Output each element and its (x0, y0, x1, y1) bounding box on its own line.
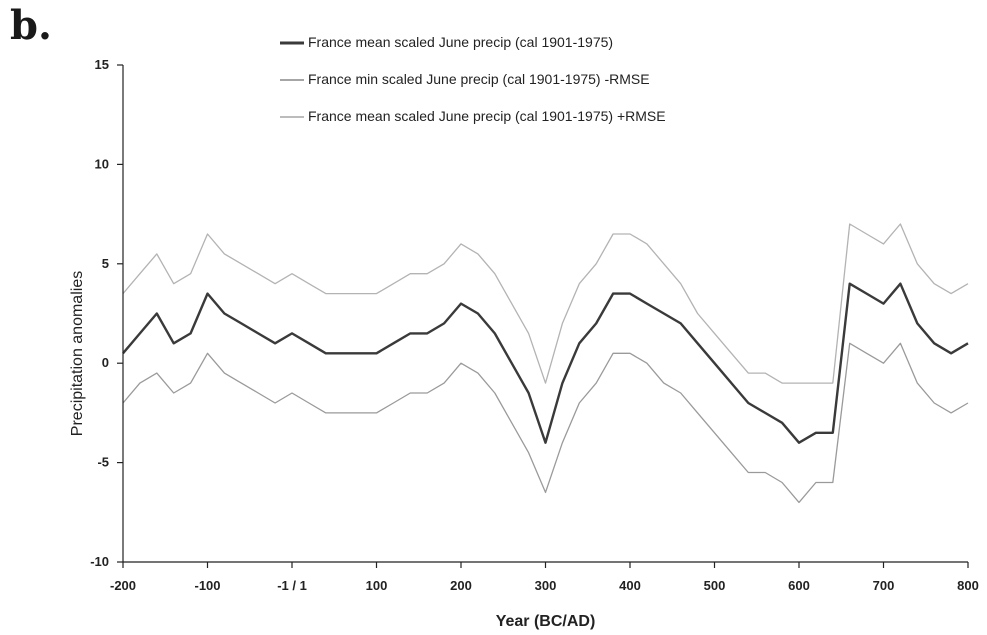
y-tick-label: -10 (90, 554, 109, 569)
x-tick-label: 800 (957, 578, 979, 593)
x-tick-label: -1 / 1 (277, 578, 307, 593)
y-tick-label: 5 (102, 256, 109, 271)
legend-label: France min scaled June precip (cal 1901-… (308, 71, 650, 87)
axes-layer: -10 -5 0 5 10 15 -200 -100 -1 / 1 100 200 300 400 500… (90, 57, 979, 593)
series-line-1 (122, 282, 969, 444)
series-line-3 (122, 223, 969, 384)
x-axis-title: Year (BC/AD) (496, 613, 596, 630)
x-tick-label: 400 (619, 578, 641, 593)
x-tick-label: 200 (450, 578, 472, 593)
y-axis-title: Precipitation anomalies (69, 271, 86, 436)
x-tick-label: -100 (194, 578, 220, 593)
x-tick-label: -200 (110, 578, 136, 593)
y-tick-label: 0 (102, 355, 109, 370)
y-tick-label: 15 (95, 57, 109, 72)
legend-label: France mean scaled June precip (cal 1901… (308, 34, 613, 50)
x-tick-label: 500 (704, 578, 726, 593)
chart-legend: France mean scaled June precip (cal 1901… (280, 34, 666, 124)
x-tick-label: 300 (535, 578, 557, 593)
y-tick-label: 10 (95, 156, 109, 171)
legend-label: France mean scaled June precip (cal 1901… (308, 108, 666, 124)
x-tick-label: 100 (366, 578, 388, 593)
y-tick-label: -5 (97, 455, 109, 470)
series-line-2 (122, 342, 969, 504)
x-tick-label: 600 (788, 578, 810, 593)
panel-label: b. (10, 2, 52, 49)
series-layer (122, 223, 969, 504)
x-tick-label: 700 (873, 578, 895, 593)
